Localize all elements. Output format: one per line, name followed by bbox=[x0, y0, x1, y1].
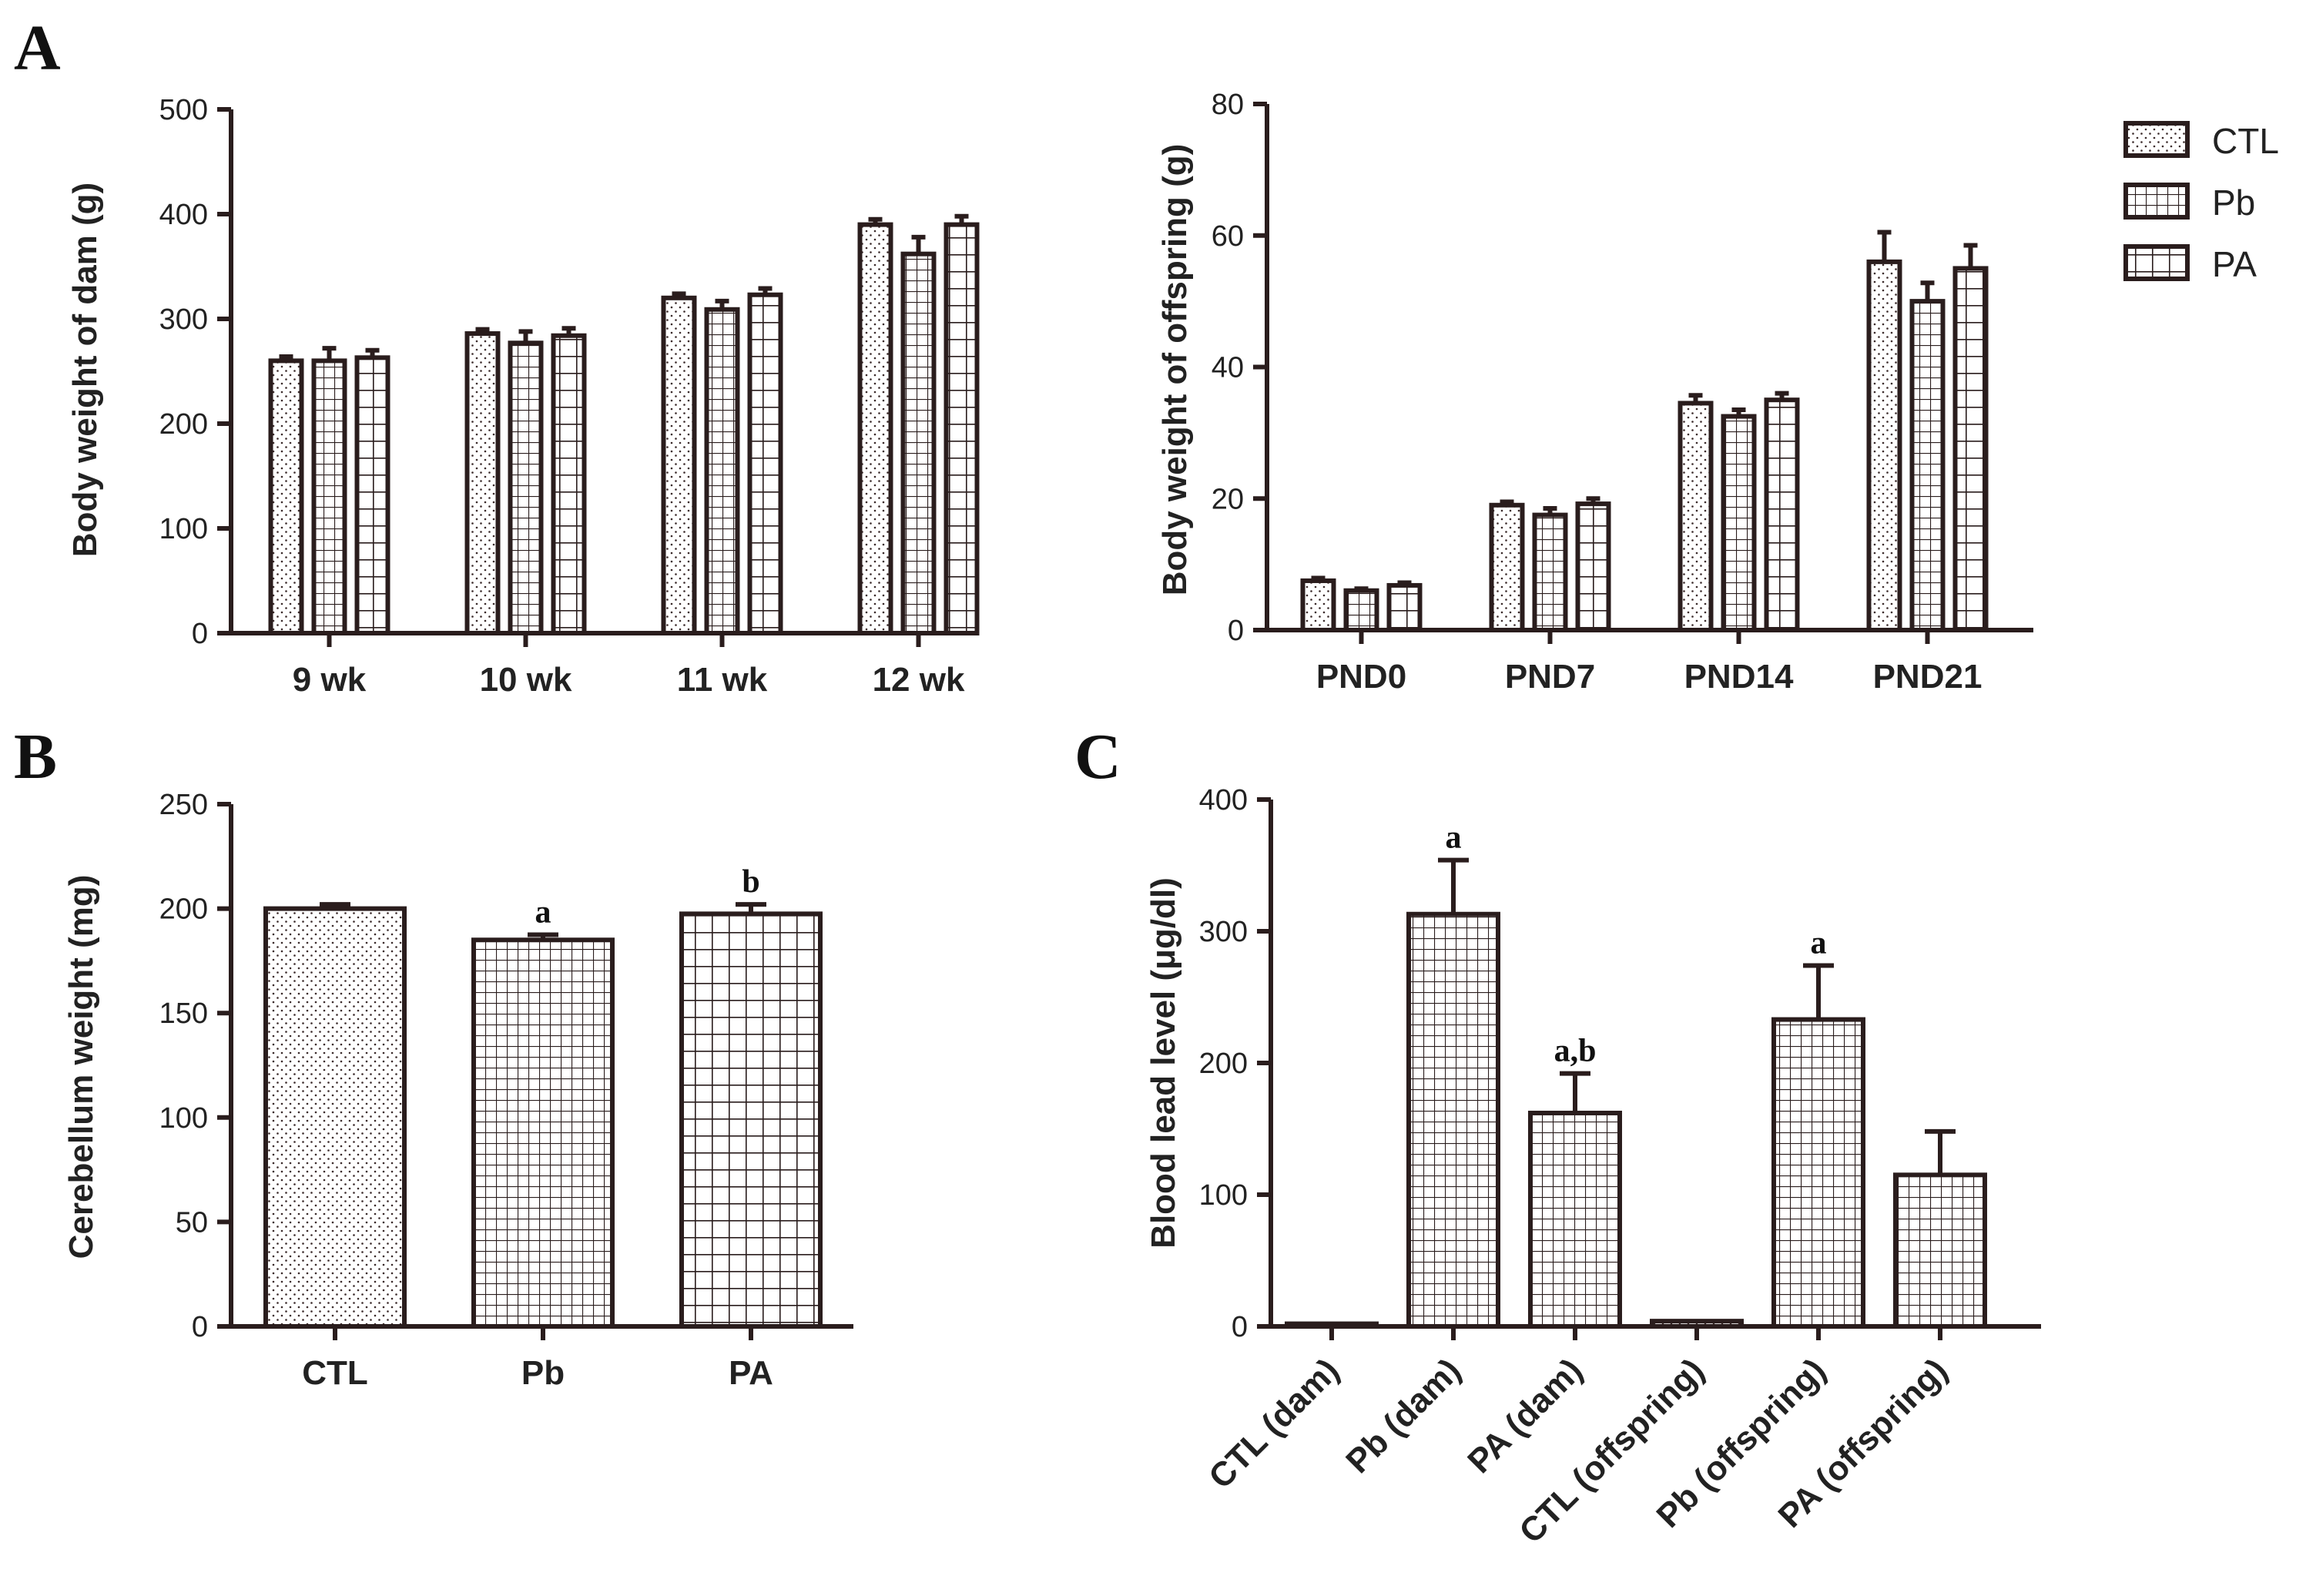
bloodlead-significance-label: a bbox=[1446, 820, 1462, 856]
cerebellum-y-tick-label: 100 bbox=[159, 1102, 208, 1135]
panel-label-a: A bbox=[14, 12, 61, 84]
dam-bar-12-wk-pa bbox=[944, 222, 980, 636]
dam-bar-11-wk-ctl bbox=[661, 295, 697, 635]
offspring-x-tick-label: PND21 bbox=[1873, 658, 1983, 696]
offspring-y-tick-label: 60 bbox=[1212, 220, 1244, 253]
legend-label-pb: Pb bbox=[2212, 183, 2255, 223]
bloodlead-bar-pb-offspring bbox=[1771, 1017, 1865, 1329]
bloodlead-x-tick-label: CTL (dam) bbox=[1202, 1351, 1346, 1496]
cerebellum-x-tick-label: CTL bbox=[302, 1354, 368, 1392]
dam-bar-9-wk-pa bbox=[354, 355, 390, 635]
offspring-bar-pnd0-pa bbox=[1386, 582, 1423, 633]
dam-bar-9-wk-pb bbox=[311, 358, 347, 635]
dam-bar-11-wk-pa bbox=[747, 292, 783, 635]
bloodlead-bar-ctl-dam bbox=[1285, 1321, 1379, 1329]
cerebellum-y-tick-label: 200 bbox=[159, 894, 208, 926]
dam-y-tick-label: 500 bbox=[159, 94, 208, 126]
dam-bar-10-wk-pb bbox=[508, 340, 544, 635]
offspring-bar-pnd0-ctl bbox=[1300, 578, 1336, 632]
dam-bar-10-wk-pa bbox=[551, 333, 587, 635]
cerebellum-x-tick-label: PA bbox=[729, 1354, 773, 1392]
dam-bar-11-wk-pb bbox=[704, 307, 740, 635]
offspring-bar-pnd7-ctl bbox=[1489, 502, 1525, 632]
cerebellum-y-tick-label: 50 bbox=[176, 1206, 208, 1239]
panel-label-c: C bbox=[1074, 721, 1121, 793]
offspring-bar-pnd14-ctl bbox=[1678, 401, 1714, 632]
offspring-bar-pnd14-pb bbox=[1721, 414, 1757, 632]
dam-y-tick-label: 200 bbox=[159, 408, 208, 441]
dam-bar-9-wk-ctl bbox=[268, 358, 304, 635]
dam-x-tick-label: 11 wk bbox=[677, 661, 768, 699]
offspring-bar-pnd21-pa bbox=[1952, 266, 1989, 632]
legend-label-pa: PA bbox=[2212, 244, 2257, 284]
offspring-y-tick-label: 20 bbox=[1212, 483, 1244, 515]
offspring-bar-pnd21-ctl bbox=[1866, 259, 1902, 632]
bloodlead-bar-pa-dam bbox=[1528, 1110, 1622, 1329]
bloodlead-bar-pb-dam bbox=[1406, 911, 1500, 1329]
dam-bar-10-wk-ctl bbox=[464, 331, 501, 635]
dam-y-tick-label: 0 bbox=[192, 618, 208, 650]
dam-y-tick-label: 400 bbox=[159, 199, 208, 231]
bloodlead-y-tick-label: 0 bbox=[1232, 1311, 1248, 1343]
bloodlead-bar-ctl-offspring bbox=[1650, 1319, 1744, 1329]
bloodlead-y-axis-label: Blood lead level (μg/dl) bbox=[1145, 877, 1182, 1249]
cerebellum-bar-ctl bbox=[263, 906, 407, 1329]
cerebellum-y-tick-label: 0 bbox=[192, 1311, 208, 1343]
cerebellum-x-tick-label: Pb bbox=[521, 1354, 565, 1392]
chart-dam: 0 100 200 300 400 500 Body weight of dam (g) 9 … bbox=[66, 94, 980, 699]
offspring-bar-pnd7-pa bbox=[1575, 501, 1611, 633]
cerebellum-bar-pb bbox=[471, 937, 615, 1329]
dam-y-tick-label: 300 bbox=[159, 303, 208, 336]
dam-bar-12-wk-pb bbox=[900, 251, 937, 635]
bloodlead-y-tick-label: 400 bbox=[1199, 784, 1248, 816]
offspring-x-tick-label: PND14 bbox=[1684, 658, 1794, 696]
legend-swatch-pa bbox=[2123, 244, 2190, 281]
dam-x-tick-label: 12 wk bbox=[873, 661, 965, 699]
offspring-y-axis-label: Body weight of offspring (g) bbox=[1156, 144, 1194, 596]
offspring-bar-pnd7-pb bbox=[1532, 512, 1568, 632]
cerebellum-y-axis-label: Cerebellum weight (mg) bbox=[62, 875, 100, 1259]
cerebellum-significance-label: b bbox=[742, 864, 759, 900]
dam-x-tick-label: 10 wk bbox=[480, 661, 572, 699]
chart-offspring: 0 20 40 60 80 Body weight of offspring (g) PND… bbox=[1156, 89, 2033, 696]
bloodlead-y-tick-label: 100 bbox=[1199, 1179, 1248, 1212]
bloodlead-x-tick-label: PA (dam) bbox=[1460, 1351, 1590, 1480]
offspring-x-tick-label: PND7 bbox=[1505, 658, 1595, 696]
bloodlead-x-tick-label: Pb (dam) bbox=[1339, 1351, 1468, 1480]
bloodlead-y-tick-label: 300 bbox=[1199, 916, 1248, 948]
offspring-y-tick-label: 80 bbox=[1212, 89, 1244, 121]
dam-bar-12-wk-ctl bbox=[857, 222, 893, 636]
cerebellum-significance-label: a bbox=[535, 895, 551, 930]
cerebellum-bar-pa bbox=[679, 911, 823, 1329]
panel-label-b: B bbox=[14, 721, 57, 793]
offspring-y-tick-label: 0 bbox=[1228, 615, 1244, 647]
cerebellum-y-tick-label: 250 bbox=[159, 789, 208, 821]
chart-cerebellum: 0 50 100 150 200 250 Cerebellum weight (mg) CTL… bbox=[62, 789, 853, 1392]
offspring-bar-pnd0-pb bbox=[1343, 588, 1379, 633]
legend-swatch-pb bbox=[2123, 183, 2190, 220]
bloodlead-significance-label: a,b bbox=[1554, 1034, 1597, 1069]
bloodlead-bar-pa-offspring bbox=[1893, 1172, 1987, 1329]
bloodlead-significance-label: a bbox=[1811, 925, 1827, 961]
cerebellum-y-tick-label: 150 bbox=[159, 998, 208, 1030]
offspring-x-tick-label: PND0 bbox=[1316, 658, 1406, 696]
legend-swatch-ctl bbox=[2123, 121, 2190, 158]
legend-label-ctl: CTL bbox=[2212, 121, 2279, 161]
dam-x-tick-label: 9 wk bbox=[293, 661, 367, 699]
dam-y-axis-label: Body weight of dam (g) bbox=[66, 183, 104, 557]
legend: CTL Pb PA bbox=[2123, 121, 2279, 284]
offspring-bar-pnd21-pb bbox=[1909, 299, 1946, 632]
chart-bloodlead: 0 100 200 300 400 Blood lead level (μg/dl) CTL… bbox=[1145, 784, 2041, 1551]
dam-y-tick-label: 100 bbox=[159, 513, 208, 545]
bloodlead-y-tick-label: 200 bbox=[1199, 1048, 1248, 1080]
offspring-y-tick-label: 40 bbox=[1212, 352, 1244, 384]
offspring-bar-pnd14-pa bbox=[1764, 397, 1800, 632]
